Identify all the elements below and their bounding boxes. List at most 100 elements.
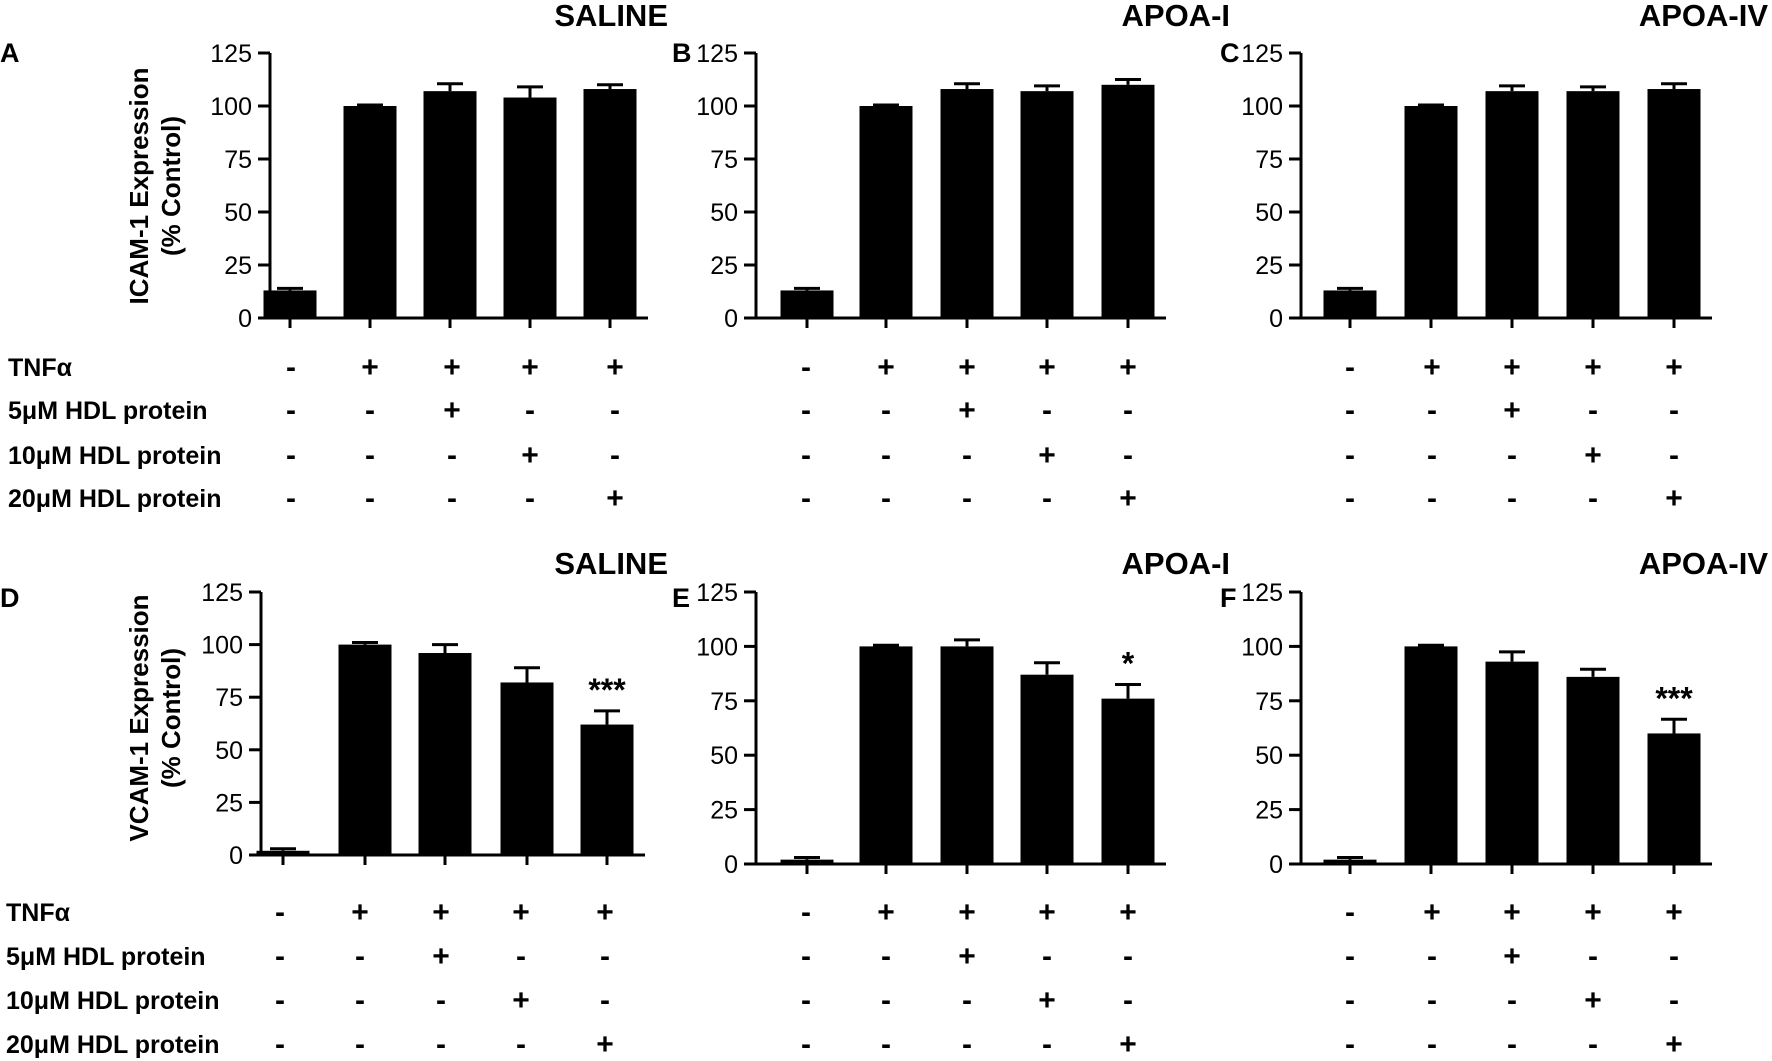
treatment-sign: -: [881, 439, 891, 472]
treatment-sign: +: [1038, 351, 1056, 384]
bar: [1485, 661, 1539, 864]
y-tick-label: 125: [210, 40, 252, 68]
treatment-sign: -: [801, 351, 811, 384]
treatment-sign: +: [1119, 896, 1137, 929]
bar: [1404, 106, 1458, 318]
treatment-sign: +: [596, 1028, 614, 1061]
treatment-sign: -: [447, 439, 457, 472]
treatment-sign: -: [1427, 984, 1437, 1017]
treatment-sign: +: [443, 351, 461, 384]
treatment-sign: -: [881, 394, 891, 427]
bar: [1404, 646, 1458, 864]
y-tick-label: 50: [710, 199, 738, 227]
treatment-sign: -: [286, 439, 296, 472]
bar: [780, 290, 834, 318]
treatment-sign: -: [1042, 482, 1052, 515]
treatment-sign: -: [600, 940, 610, 973]
panel-letter: F: [1220, 583, 1237, 613]
treatment-sign: +: [877, 896, 895, 929]
bar: [1566, 676, 1620, 864]
treatment-sign: -: [801, 984, 811, 1017]
treatment-sign: +: [958, 896, 976, 929]
treatment-sign: +: [1503, 896, 1521, 929]
treatment-sign: +: [512, 896, 530, 929]
treatment-row-label: 10μM HDL protein: [8, 442, 221, 470]
treatment-sign: +: [432, 896, 450, 929]
treatment-sign: +: [1119, 1028, 1137, 1061]
panel-title: APOA-I: [1122, 0, 1231, 33]
treatment-sign: +: [361, 351, 379, 384]
treatment-sign: +: [1503, 940, 1521, 973]
bar: [1485, 91, 1539, 318]
treatment-row-label: 5μM HDL protein: [8, 397, 208, 425]
treatment-sign: +: [1665, 351, 1683, 384]
treatment-sign: +: [877, 351, 895, 384]
treatment-sign: +: [432, 940, 450, 973]
y-tick-label: 125: [696, 579, 738, 607]
treatment-sign: +: [958, 940, 976, 973]
treatment-sign: -: [525, 394, 535, 427]
bar: [780, 859, 834, 864]
treatment-sign: -: [1507, 1028, 1517, 1061]
treatment-row-label: 10μM HDL protein: [6, 987, 219, 1015]
treatment-sign: -: [1345, 984, 1355, 1017]
treatment-sign: +: [1038, 984, 1056, 1017]
treatment-sign: -: [286, 482, 296, 515]
y-tick-label: 50: [224, 199, 252, 227]
treatment-sign: -: [962, 1028, 972, 1061]
bar: [1323, 859, 1377, 864]
treatment-sign: -: [355, 940, 365, 973]
treatment-sign: -: [881, 940, 891, 973]
treatment-sign: +: [1119, 482, 1137, 515]
y-tick-label: 0: [724, 305, 738, 333]
y-tick-label: 75: [710, 146, 738, 174]
y-tick-label: 100: [696, 633, 738, 661]
y-axis-title-unit: (% Control): [156, 648, 186, 788]
y-tick-label: 25: [224, 252, 252, 280]
treatment-sign: -: [1669, 394, 1679, 427]
panel-title: APOA-IV: [1639, 546, 1769, 581]
treatment-sign: -: [1123, 439, 1133, 472]
y-tick-label: 125: [696, 40, 738, 68]
significance-mark: ***: [1655, 680, 1693, 716]
treatment-sign: -: [881, 984, 891, 1017]
treatment-sign: -: [881, 1028, 891, 1061]
y-tick-label: 50: [1255, 199, 1283, 227]
bar: [1020, 674, 1074, 864]
y-tick-label: 125: [1241, 579, 1283, 607]
y-tick-label: 75: [224, 146, 252, 174]
treatment-sign: +: [512, 984, 530, 1017]
bar: [256, 850, 310, 855]
treatment-sign: -: [286, 351, 296, 384]
treatment-sign: -: [610, 439, 620, 472]
treatment-sign: -: [1123, 394, 1133, 427]
treatment-sign: +: [1423, 896, 1441, 929]
treatment-sign: -: [1507, 439, 1517, 472]
y-tick-label: 0: [1269, 851, 1283, 879]
treatment-sign: -: [1507, 984, 1517, 1017]
treatment-sign: -: [436, 1028, 446, 1061]
treatment-sign: +: [443, 394, 461, 427]
y-tick-label: 75: [1255, 146, 1283, 174]
y-tick-label: 50: [710, 742, 738, 770]
treatment-sign: -: [516, 940, 526, 973]
bar: [1566, 91, 1620, 318]
treatment-sign: +: [1665, 896, 1683, 929]
treatment-sign: -: [286, 394, 296, 427]
y-tick-label: 100: [201, 632, 243, 660]
treatment-sign: +: [1665, 482, 1683, 515]
treatment-sign: -: [962, 482, 972, 515]
y-tick-label: 0: [1269, 305, 1283, 333]
bar: [859, 106, 913, 318]
treatment-sign: +: [958, 351, 976, 384]
panel-letter: D: [0, 583, 20, 613]
y-tick-label: 0: [238, 305, 252, 333]
treatment-sign: -: [1669, 984, 1679, 1017]
y-axis-title-unit: (% Control): [156, 116, 186, 256]
treatment-sign: +: [958, 394, 976, 427]
y-tick-label: 25: [1255, 797, 1283, 825]
bar: [583, 89, 637, 318]
treatment-sign: -: [447, 482, 457, 515]
bar: [1647, 89, 1701, 318]
